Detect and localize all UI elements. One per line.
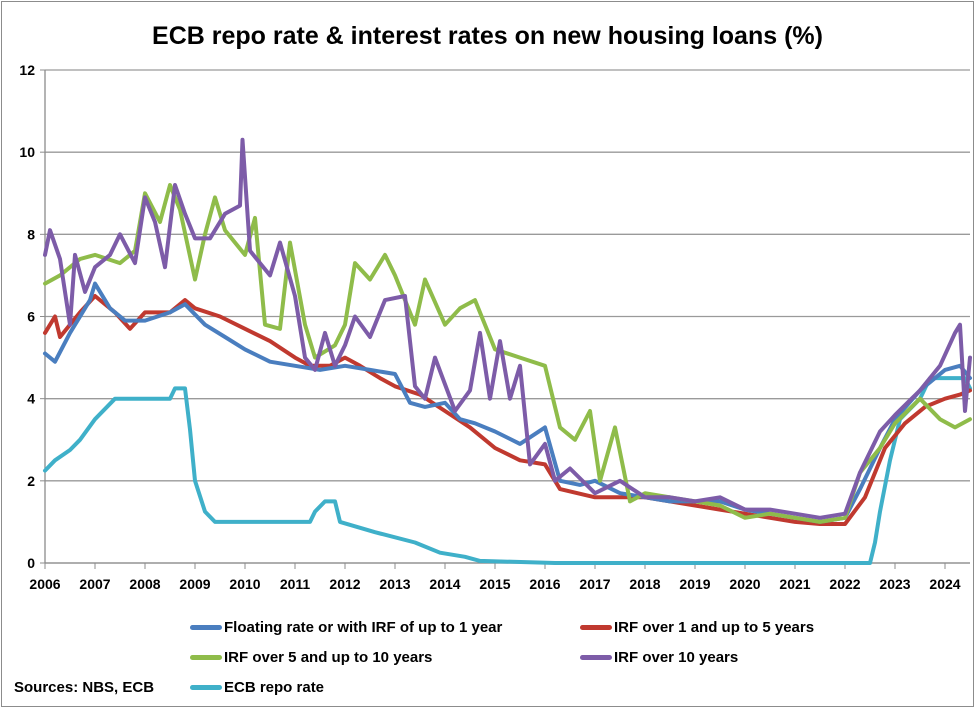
y-tick-label: 0 — [27, 555, 35, 571]
series-line-1 — [43, 294, 972, 526]
x-tick-label: 2009 — [179, 576, 210, 592]
legend-item-irf-1-5: IRF over 1 and up to 5 years — [580, 619, 814, 636]
x-tick-label: 2008 — [129, 576, 160, 592]
legend-swatch — [580, 625, 612, 630]
legend-item-irf-5-10: IRF over 5 and up to 10 years — [190, 649, 432, 666]
x-tick-label: 2017 — [579, 576, 610, 592]
y-tick-label: 12 — [19, 62, 35, 78]
y-tick-label: 10 — [19, 144, 35, 160]
x-tick-label: 2016 — [529, 576, 560, 592]
y-tick-label: 2 — [27, 473, 35, 489]
legend-item-ecb-repo: ECB repo rate — [190, 679, 324, 696]
series-line-4 — [43, 376, 972, 565]
x-tick-label: 2014 — [429, 576, 460, 592]
x-tick-label: 2011 — [280, 576, 311, 592]
legend-swatch — [190, 685, 222, 690]
source-note: Sources: NBS, ECB — [14, 679, 155, 696]
legend-label: Floating rate or with IRF of up to 1 yea… — [224, 619, 503, 636]
x-tick-label: 2012 — [329, 576, 360, 592]
legend-swatch — [190, 655, 222, 660]
x-tick-label: 2013 — [379, 576, 410, 592]
x-tick-label: 2006 — [29, 576, 60, 592]
x-tick-label: 2015 — [479, 576, 510, 592]
y-tick-label: 8 — [27, 226, 35, 242]
x-tick-label: 2019 — [679, 576, 710, 592]
y-tick-label: 4 — [27, 391, 35, 407]
legend-swatch — [190, 625, 222, 630]
legend-label: ECB repo rate — [224, 679, 325, 696]
series-line-3 — [43, 137, 972, 520]
x-tick-label: 2021 — [779, 576, 810, 592]
x-tick-label: 2010 — [229, 576, 260, 592]
x-tick-label: 2007 — [79, 576, 110, 592]
legend-label: IRF over 5 and up to 10 years — [224, 649, 433, 666]
legend-label: IRF over 1 and up to 5 years — [614, 619, 815, 636]
series-line-0 — [43, 281, 972, 524]
legend-item-irf-over-10: IRF over 10 years — [580, 649, 738, 666]
legend-label: IRF over 10 years — [614, 649, 739, 666]
x-tick-label: 2023 — [879, 576, 910, 592]
x-tick-label: 2020 — [729, 576, 760, 592]
series-line-2 — [43, 183, 972, 524]
x-tick-label: 2022 — [829, 576, 860, 592]
y-tick-label: 6 — [27, 309, 35, 325]
x-tick-label: 2018 — [629, 576, 660, 592]
legend-swatch — [580, 655, 612, 660]
x-tick-label: 2024 — [929, 576, 960, 592]
chart-title: ECB repo rate & interest rates on new ho… — [152, 22, 823, 50]
legend-item-floating: Floating rate or with IRF of up to 1 yea… — [190, 619, 502, 636]
